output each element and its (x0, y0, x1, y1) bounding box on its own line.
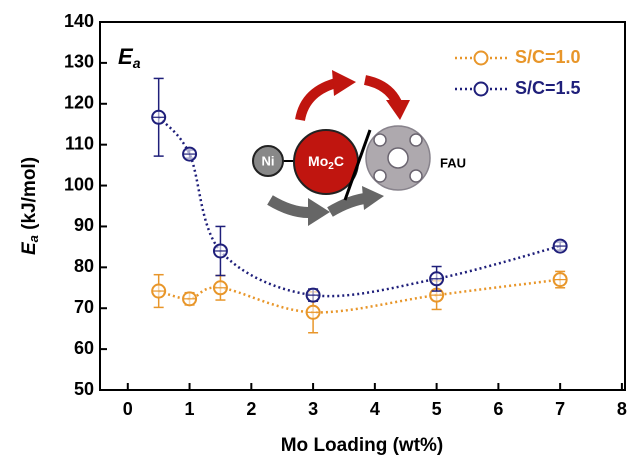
arrow-head (362, 186, 384, 210)
chart: Mo Loading (wt%) Ea (kJ/mol) Ea Ni Mo2C … (0, 0, 627, 457)
y-tick-label: 80 (74, 256, 94, 276)
fau-structure (366, 126, 430, 190)
y-tick-label: 110 (65, 133, 94, 153)
x-tick-label: 1 (185, 399, 195, 419)
x-tick-label: 7 (555, 399, 565, 419)
y-tick-label: 120 (64, 93, 94, 113)
x-axis-label: Mo Loading (wt%) (281, 435, 444, 456)
fau-label: FAU (440, 155, 466, 170)
y-tick-label: 70 (74, 297, 94, 317)
series-line (159, 117, 560, 296)
legend-marker (475, 52, 488, 65)
x-tick-label: 2 (246, 399, 256, 419)
y-axis-label-text: Ea (kJ/mol) (19, 157, 41, 255)
arrow-head (308, 198, 330, 226)
annotation: Ea (118, 44, 141, 71)
x-tick-label: 6 (493, 399, 503, 419)
y-tick-label: 140 (64, 11, 94, 31)
inset: Ni Mo2C FAU (253, 70, 466, 226)
ni-label: Ni (262, 153, 275, 168)
x-tick-label: 5 (432, 399, 442, 419)
y-tick-label: 50 (74, 379, 94, 399)
y-tick-label: 60 (74, 338, 94, 358)
arrow-head (386, 100, 410, 120)
legend-label: S/C=1.5 (515, 78, 581, 98)
legend-label: S/C=1.0 (515, 47, 581, 67)
y-axis-label: Ea (kJ/mol) (19, 157, 41, 255)
arrow (330, 198, 368, 212)
y-tick-label: 130 (64, 52, 94, 72)
x-tick-label: 0 (123, 399, 133, 419)
arrow-head (332, 70, 356, 96)
legend-marker (475, 83, 488, 96)
x-tick-label: 4 (370, 399, 380, 419)
x-tick-label: 8 (617, 399, 627, 419)
x-tick-label: 3 (308, 399, 318, 419)
y-tick-label: 90 (74, 215, 94, 235)
y-tick-label: 100 (64, 174, 94, 194)
